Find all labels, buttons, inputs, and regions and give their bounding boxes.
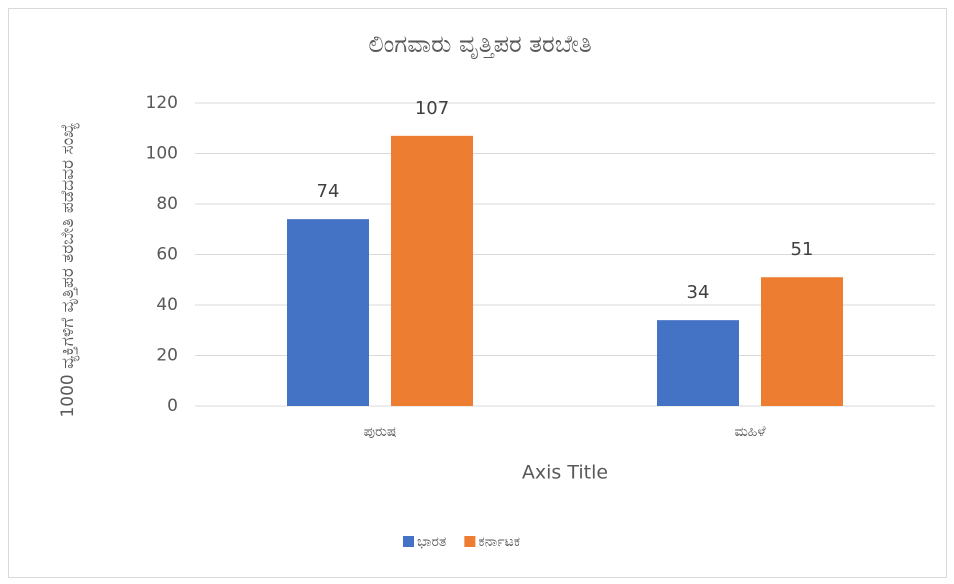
y-tick-label: 0 <box>167 396 178 416</box>
x-tick-label: ಮಹಿಳೆ <box>734 424 766 440</box>
y-tick-label: 80 <box>156 194 178 214</box>
x-tick-label: ಪುರುಷ <box>364 424 397 440</box>
chart-title: ಲಿಂಗವಾರು ವೃತ್ತಿಪರ ತರಬೇತಿ <box>368 30 591 59</box>
data-label: 74 <box>317 181 340 202</box>
y-tick-label: 60 <box>156 245 178 265</box>
data-label: 34 <box>687 282 710 303</box>
data-label: 107 <box>415 98 449 119</box>
legend-label: ಭಾರತ <box>417 534 446 550</box>
y-tick-label: 20 <box>156 346 178 366</box>
legend-swatch <box>464 536 476 547</box>
y-tick-label: 40 <box>156 295 178 315</box>
bar <box>657 320 739 406</box>
y-tick-label: 120 <box>146 93 178 113</box>
bar <box>287 219 369 406</box>
bar <box>391 135 473 406</box>
x-axis-title: Axis Title <box>522 462 608 484</box>
bar <box>761 277 843 406</box>
data-label: 51 <box>791 239 814 260</box>
y-axis-title: 1000 ವ್ಯಕ್ತಿಗಳಿಗೆ ವೃತ್ತಿಪರ ತರಬೇತಿ ಪಡೆದವರ… <box>58 122 78 418</box>
legend-label: ಕರ್ನಾಟಕ <box>478 534 520 550</box>
y-tick-label: 100 <box>146 144 178 164</box>
legend-swatch <box>403 536 414 547</box>
